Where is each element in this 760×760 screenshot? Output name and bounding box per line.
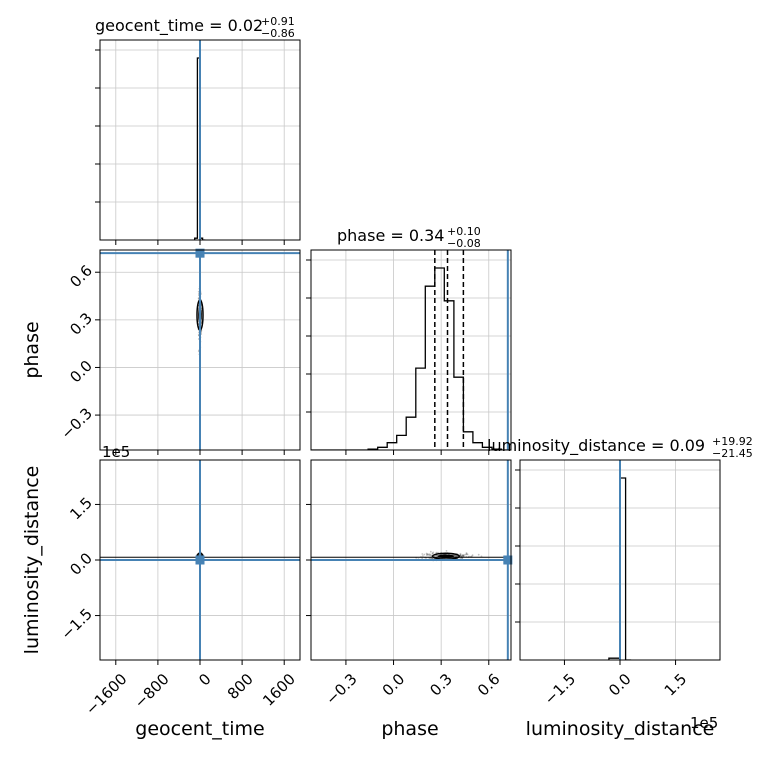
x-tick-label: 0.3 [426,670,456,700]
scatter-point [462,554,465,556]
scatter-point [435,554,438,557]
scatter-point [461,554,464,557]
scatter-point [464,553,467,556]
scatter-point [463,555,465,557]
scatter-point [454,555,457,558]
title-geocent-time-plus: +0.91 [261,15,295,28]
y-tick-label: 0.6 [66,262,96,292]
scatter-phase_vs_luminosity_distance [311,550,511,562]
title-geocent-time: geocent_time = 0.02 [95,16,263,36]
y-tick-label: 0.0 [66,357,96,387]
scatter-point [466,553,469,556]
scatter-point [427,553,430,556]
y-tick-label: 0.3 [66,309,96,339]
x-tick-label: −0.3 [322,670,360,708]
x-tick-label: 0.6 [474,670,504,700]
scatter-point [465,553,468,555]
scatter-point [421,553,424,555]
truth-marker [195,248,205,258]
scatter-point [423,553,426,556]
scatter-point [471,554,474,557]
scatter-point [455,555,458,557]
scatter-point [432,551,435,554]
scatter-point [459,552,462,555]
panel-frame [310,249,512,451]
x-tick-label: 800 [224,670,257,703]
truth-marker [503,555,513,565]
scatter-point [462,555,464,557]
title-luminosity-distance-minus: −21.45 [712,447,753,460]
y-offset-text: 1e5 [102,443,130,461]
title-luminosity-distance-plus: +19.92 [712,435,753,448]
scatter-point [453,554,456,557]
ylabel-luminosity-distance: luminosity_distance [21,466,43,655]
x-tick-label: −1600 [82,670,131,719]
scatter-point [462,555,465,557]
scatter-point [459,554,462,556]
histogram-phase [311,267,511,450]
truth-marker [195,555,205,565]
scatter-point [431,552,434,555]
scatter-point [431,552,434,555]
scatter-point [428,554,431,557]
scatter-point [465,552,468,554]
title-phase-plus: +0.10 [447,225,481,238]
scatter-point [421,557,424,560]
y-tick-label: 1.5 [66,494,96,524]
scatter-point [459,554,462,556]
xlabel-geocent-time: geocent_time [135,718,264,740]
x-tick-label: 1.5 [661,670,691,700]
y-tick-label: −0.3 [58,404,96,442]
ylabel-phase: phase [21,321,43,378]
scatter-point [422,555,424,557]
xlabel-luminosity-distance: luminosity_distance [526,718,715,740]
x-tick-label: 0.0 [605,670,635,700]
scatter-point [461,557,464,560]
scatter-point [445,550,448,552]
scatter-point [426,554,428,556]
scatter-point [429,550,432,553]
scatter-point [461,554,464,556]
scatter-point [462,554,465,557]
scatter-point [453,554,456,557]
scatter-point [454,554,457,557]
scatter-point [436,555,439,558]
x-tick-label: 1600 [259,670,299,710]
scatter-point [465,553,468,556]
scatter-point [429,554,432,556]
scatter-point [425,552,428,555]
scatter-point [427,553,429,555]
title-geocent-time-minus: −0.86 [261,27,295,40]
x-tick-label: −1.5 [541,670,579,708]
y-tick-label: −1.5 [58,605,96,643]
title-phase-minus: −0.08 [447,237,481,250]
title-luminosity-distance: luminosity_distance = 0.09 [487,436,705,456]
scatter-point [429,557,432,560]
y-tick-label: 0.0 [66,549,96,579]
scatter-point [471,555,473,558]
scatter-point [435,551,438,554]
title-phase: phase = 0.34 [337,226,444,245]
scatter-point [426,553,428,556]
x-tick-label: −800 [131,670,173,712]
x-tick-label: 0 [195,670,214,689]
scatter-point [477,553,480,556]
scatter-point [460,555,463,557]
x-tick-label: 0.0 [379,670,409,700]
scatter-point [428,553,431,555]
x-offset-text: 1e5 [690,714,718,732]
xlabel-phase: phase [381,718,438,740]
